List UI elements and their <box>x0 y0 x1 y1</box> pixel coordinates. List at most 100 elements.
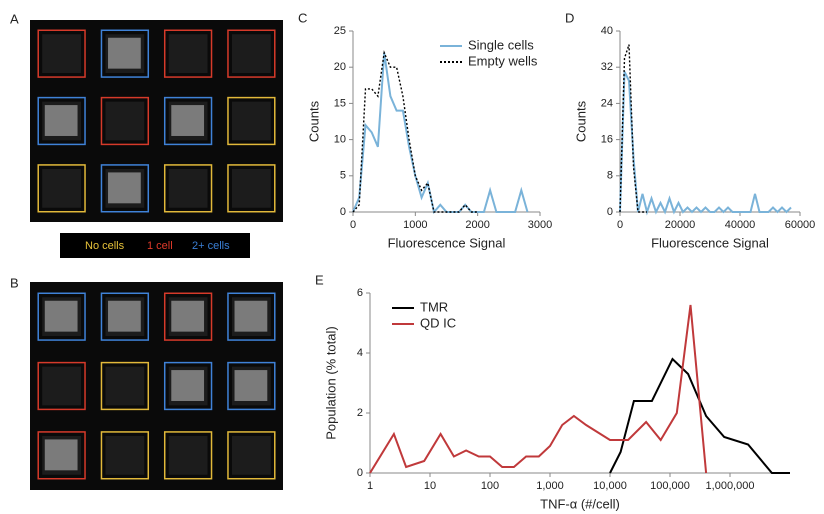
well-frame <box>100 96 150 146</box>
cell-signal <box>108 172 141 204</box>
well <box>231 34 271 74</box>
y-tick-label: 6 <box>357 287 363 299</box>
well <box>168 168 208 208</box>
cell-signal <box>171 370 205 401</box>
legend-label: QD IC <box>420 315 456 330</box>
series-line <box>619 71 792 216</box>
x-tick-label: 100 <box>481 480 499 492</box>
series-line <box>352 50 478 213</box>
well-frame <box>227 361 276 411</box>
panel-label: A <box>10 11 19 26</box>
image-legend-entry: 2+ cells <box>192 240 230 252</box>
well-frame <box>37 292 86 341</box>
y-tick-label: 0 <box>340 206 346 218</box>
cell-signal <box>44 105 78 136</box>
panel-label: C <box>298 10 307 25</box>
panel-label: E <box>315 272 324 287</box>
series-line <box>609 357 790 474</box>
well <box>231 101 271 141</box>
x-tick-label: 0 <box>350 219 356 231</box>
well-frame <box>37 164 86 213</box>
well <box>42 366 82 406</box>
well-frame <box>100 292 150 341</box>
y-axis-label: Population (% total) <box>323 326 338 439</box>
y-tick-label: 2 <box>357 407 363 419</box>
well-frame <box>163 361 213 411</box>
cell-signal <box>108 37 141 69</box>
x-tick-label: 60000 <box>785 219 816 231</box>
well <box>42 34 82 74</box>
y-tick-label: 0 <box>357 467 363 479</box>
x-tick-label: 1000 <box>403 219 427 231</box>
panel-label: D <box>565 10 574 25</box>
x-tick-label: 1 <box>367 480 373 492</box>
y-axis-label: Counts <box>573 100 588 142</box>
well <box>105 435 145 475</box>
x-tick-label: 3000 <box>528 219 552 231</box>
well-frame <box>163 292 213 341</box>
legend-label: Empty wells <box>468 53 538 68</box>
well <box>105 366 145 406</box>
well <box>231 435 271 475</box>
image-legend-bar <box>60 233 250 258</box>
y-tick-label: 32 <box>601 61 613 73</box>
cell-signal <box>44 439 78 471</box>
panel-label: B <box>10 275 19 290</box>
x-tick-label: 10 <box>424 480 436 492</box>
well-frame <box>227 292 276 341</box>
legend-label: Single cells <box>468 37 534 52</box>
y-tick-label: 16 <box>601 134 613 146</box>
series-line <box>369 304 708 474</box>
y-tick-label: 10 <box>334 134 346 146</box>
cell-signal <box>171 300 205 332</box>
well-frame <box>227 96 276 146</box>
x-tick-label: 40000 <box>725 219 756 231</box>
well <box>42 168 82 208</box>
y-tick-label: 8 <box>607 170 613 182</box>
well <box>105 101 145 141</box>
y-tick-label: 40 <box>601 25 613 37</box>
well-frame <box>37 29 86 78</box>
well-frame <box>163 29 213 78</box>
y-tick-label: 25 <box>334 25 346 37</box>
y-tick-label: 0 <box>607 206 613 218</box>
well-frame <box>37 361 86 411</box>
cell-signal <box>171 105 205 136</box>
y-tick-label: 20 <box>334 61 346 73</box>
well-frame <box>227 29 276 78</box>
cell-signal <box>234 300 268 332</box>
well-frame <box>37 431 86 480</box>
x-tick-label: 100,000 <box>650 480 690 492</box>
well-frame <box>100 361 150 411</box>
x-tick-label: 1,000,000 <box>706 480 755 492</box>
series-line <box>352 52 529 215</box>
x-axis-label: TNF-α (#/cell) <box>540 496 620 511</box>
well-frame <box>163 431 213 480</box>
well-frame <box>163 164 213 213</box>
x-tick-label: 2000 <box>465 219 489 231</box>
x-tick-label: 10,000 <box>593 480 627 492</box>
well-frame <box>227 164 276 213</box>
y-tick-label: 15 <box>334 97 346 109</box>
well-frame <box>227 431 276 480</box>
y-tick-label: 5 <box>340 170 346 182</box>
y-tick-label: 24 <box>601 97 613 109</box>
well <box>168 34 208 74</box>
well <box>168 435 208 475</box>
well <box>231 168 271 208</box>
well-frame <box>163 96 213 146</box>
x-tick-label: 20000 <box>665 219 696 231</box>
y-axis-label: Counts <box>306 100 321 142</box>
well-frame <box>100 29 150 78</box>
x-axis-label: Fluorescence Signal <box>388 235 506 250</box>
y-tick-label: 4 <box>357 347 363 359</box>
well-frame <box>37 96 86 146</box>
x-tick-label: 1,000 <box>536 480 564 492</box>
cell-signal <box>234 370 268 401</box>
well-frame <box>100 164 150 213</box>
x-axis-label: Fluorescence Signal <box>651 235 769 250</box>
image-legend-entry: 1 cell <box>147 240 173 252</box>
image-legend-entry: No cells <box>85 240 125 252</box>
cell-signal <box>44 300 78 332</box>
